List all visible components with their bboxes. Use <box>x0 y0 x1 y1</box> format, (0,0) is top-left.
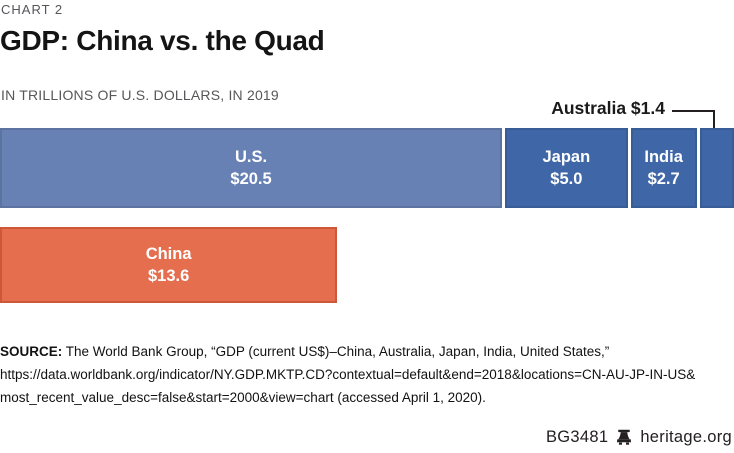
segment-label: India <box>644 148 683 166</box>
segment-label: U.S. <box>235 148 268 166</box>
page-title: GDP: China vs. the Quad <box>0 25 325 56</box>
footer-report-id: BG3481 <box>545 428 609 446</box>
segment-us: U.S. $20.5 <box>0 128 503 208</box>
source-label: SOURCE: <box>0 344 63 359</box>
source-line-3: most_recent_value_desc=false&start=2000&… <box>0 390 486 405</box>
segment-label: Japan <box>542 148 591 166</box>
source-line-text: The World Bank Group, “GDP (current US$)… <box>62 344 610 359</box>
quad-stacked-bar: U.S. $20.5 Japan $5.0 India $2.7 <box>0 128 734 208</box>
segment-india: India $2.7 <box>630 128 697 208</box>
segment-value: $2.7 <box>647 170 680 188</box>
callout-line-horizontal <box>672 110 715 112</box>
callout-line-vertical <box>713 110 715 144</box>
china-label: China <box>145 245 192 263</box>
footer-site: heritage.org <box>640 428 732 446</box>
chart-kicker: CHART 2 <box>1 2 64 17</box>
segment-value: $5.0 <box>550 170 583 188</box>
source-line-2: https://data.worldbank.org/indicator/NY.… <box>0 367 696 382</box>
heritage-bell-icon <box>617 429 632 445</box>
source-line-1: SOURCE: The World Bank Group, “GDP (curr… <box>0 340 734 363</box>
segment-australia <box>699 128 734 208</box>
segment-japan: Japan $5.0 <box>505 128 628 208</box>
footer: BG3481 heritage.org <box>546 428 732 447</box>
china-bar: China $13.6 <box>0 227 338 303</box>
australia-callout-label: Australia $1.4 <box>551 98 665 118</box>
segment-value: $20.5 <box>230 170 272 188</box>
china-value: $13.6 <box>147 267 190 285</box>
chart-subtitle: IN TRILLIONS OF U.S. DOLLARS, IN 2019 <box>1 87 279 103</box>
source-note: SOURCE: The World Bank Group, “GDP (curr… <box>0 340 734 409</box>
